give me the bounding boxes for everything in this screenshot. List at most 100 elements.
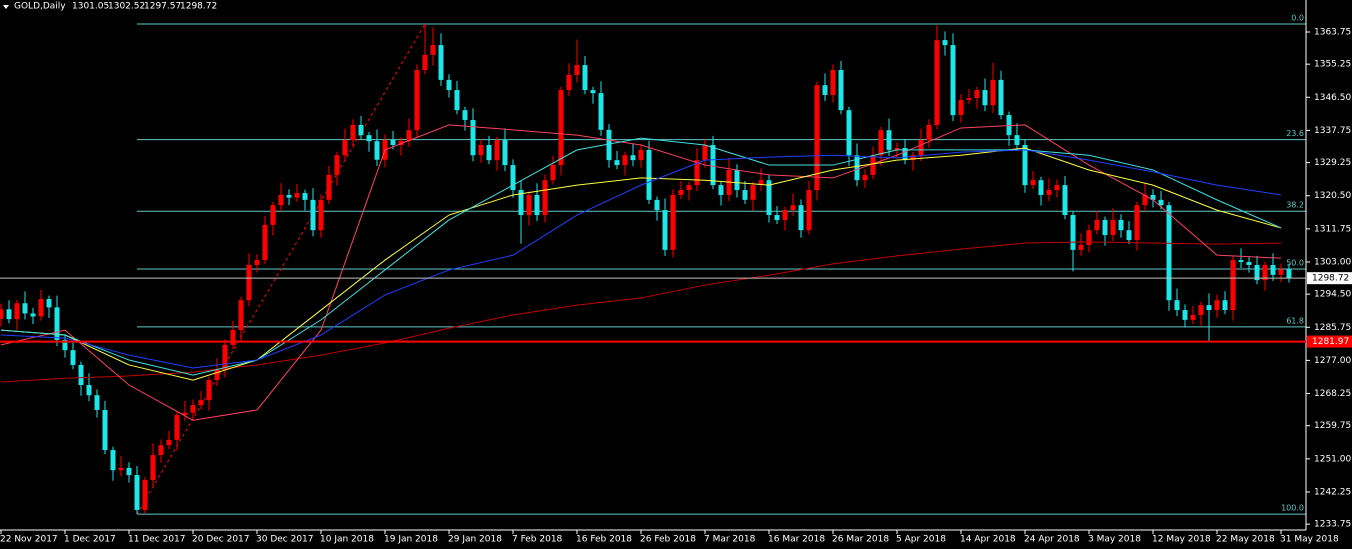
candle-body — [222, 344, 228, 370]
candle-body — [1286, 269, 1292, 279]
candle-body — [790, 205, 796, 211]
candle-body — [614, 160, 620, 166]
candle-body — [1246, 261, 1252, 265]
y-tick-label: 1337.75 — [1314, 126, 1351, 136]
candle-body — [1134, 205, 1140, 241]
fib-label: 0.0 — [1291, 14, 1304, 23]
candle-body — [438, 45, 444, 80]
candle-body — [846, 110, 852, 156]
candle-body — [1262, 265, 1268, 281]
candle-body — [702, 144, 708, 161]
x-tick-label: 31 May 2018 — [1280, 535, 1339, 545]
x-tick-label: 11 Dec 2017 — [128, 535, 186, 545]
candle-body — [526, 194, 532, 216]
candle-body — [886, 130, 892, 150]
candle-body — [686, 185, 692, 191]
x-tick-label: 29 Jan 2018 — [448, 535, 502, 545]
candle-body — [478, 144, 484, 156]
candle-body — [958, 99, 964, 116]
candle-body — [1110, 219, 1116, 236]
y-tick-label: 1277.00 — [1314, 356, 1351, 366]
y-tick-label: 1363.75 — [1314, 27, 1351, 37]
candle-body — [854, 155, 860, 181]
candle-body — [934, 40, 940, 125]
candle-body — [974, 90, 980, 99]
x-tick-label: 19 Jan 2018 — [384, 535, 438, 545]
candle-body — [1166, 205, 1172, 301]
candle-body — [446, 79, 452, 91]
candle-body — [838, 70, 844, 111]
candle-body — [246, 265, 252, 301]
candle-body — [462, 110, 468, 121]
candle-body — [414, 70, 420, 131]
candle-body — [590, 90, 596, 94]
y-tick-label: 1259.75 — [1314, 421, 1351, 431]
horizontal-line-label: 1281.97 — [1312, 337, 1349, 347]
candle-body — [230, 330, 236, 345]
fib-label: 23.6 — [1286, 129, 1304, 138]
candle-body — [254, 260, 260, 265]
candle-body — [830, 70, 836, 96]
candle-body — [766, 180, 772, 216]
fib-label: 100.0 — [1281, 504, 1304, 513]
candle-body — [646, 149, 652, 200]
candle-body — [534, 194, 540, 216]
candle-body — [62, 339, 68, 351]
candle-body — [310, 199, 316, 231]
candle-body — [86, 385, 92, 396]
candle-body — [1142, 194, 1148, 206]
candle-body — [878, 130, 884, 156]
candle-body — [358, 124, 364, 136]
candle-body — [206, 380, 212, 401]
candle-body — [46, 299, 52, 308]
candle-body — [1222, 300, 1228, 311]
candle-body — [126, 467, 132, 476]
candle-body — [94, 395, 100, 410]
candle-body — [278, 194, 284, 206]
candle-body — [910, 155, 916, 161]
candle-body — [990, 79, 996, 106]
header-low: 1297.57 — [144, 2, 181, 12]
candle-body — [302, 193, 308, 200]
y-tick-label: 1268.25 — [1314, 389, 1351, 399]
candle-body — [982, 90, 988, 106]
candle-body — [1270, 265, 1276, 275]
plot-area: 0.0 23.6 38.2 50.0 61.8 100.0 — [0, 14, 1306, 515]
candle-body — [54, 307, 60, 340]
header-open: 1301.05 — [72, 2, 109, 12]
y-tick-label: 1251.00 — [1314, 454, 1351, 464]
y-tick-label: 1346.50 — [1314, 93, 1351, 103]
candle-body — [1238, 260, 1244, 262]
candle-body — [422, 54, 428, 71]
x-tick-label: 16 Mar 2018 — [768, 535, 825, 545]
candle-body — [598, 93, 604, 130]
indicator-line — [0, 149, 1282, 369]
x-tick-label: 14 Apr 2018 — [960, 535, 1016, 545]
x-tick-label: 26 Feb 2018 — [640, 535, 696, 545]
y-tick-label: 1294.50 — [1314, 290, 1351, 300]
candle-body — [966, 98, 972, 100]
candle-body — [1214, 300, 1220, 311]
candle-body — [894, 148, 900, 150]
candle-body — [238, 300, 244, 331]
candle-body — [1206, 305, 1212, 311]
candle-body — [1254, 265, 1260, 281]
candle-body — [150, 455, 156, 481]
candle-body — [518, 190, 524, 216]
candle-body — [734, 169, 740, 191]
candle-body — [1022, 144, 1028, 186]
candle-body — [1094, 219, 1100, 231]
x-tick-label: 7 Mar 2018 — [704, 535, 756, 545]
candle-body — [134, 475, 140, 510]
candle-body — [774, 215, 780, 220]
x-tick-label: 20 Dec 2017 — [192, 535, 250, 545]
candle-body — [638, 149, 644, 161]
current-price-label: 1298.72 — [1312, 274, 1349, 284]
candle-body — [270, 205, 276, 225]
candle-body — [582, 65, 588, 91]
candle-body — [454, 90, 460, 111]
x-tick-label: 26 Mar 2018 — [832, 535, 889, 545]
candle-body — [1070, 215, 1076, 250]
candle-body — [1086, 230, 1092, 245]
candle-body — [998, 79, 1004, 116]
